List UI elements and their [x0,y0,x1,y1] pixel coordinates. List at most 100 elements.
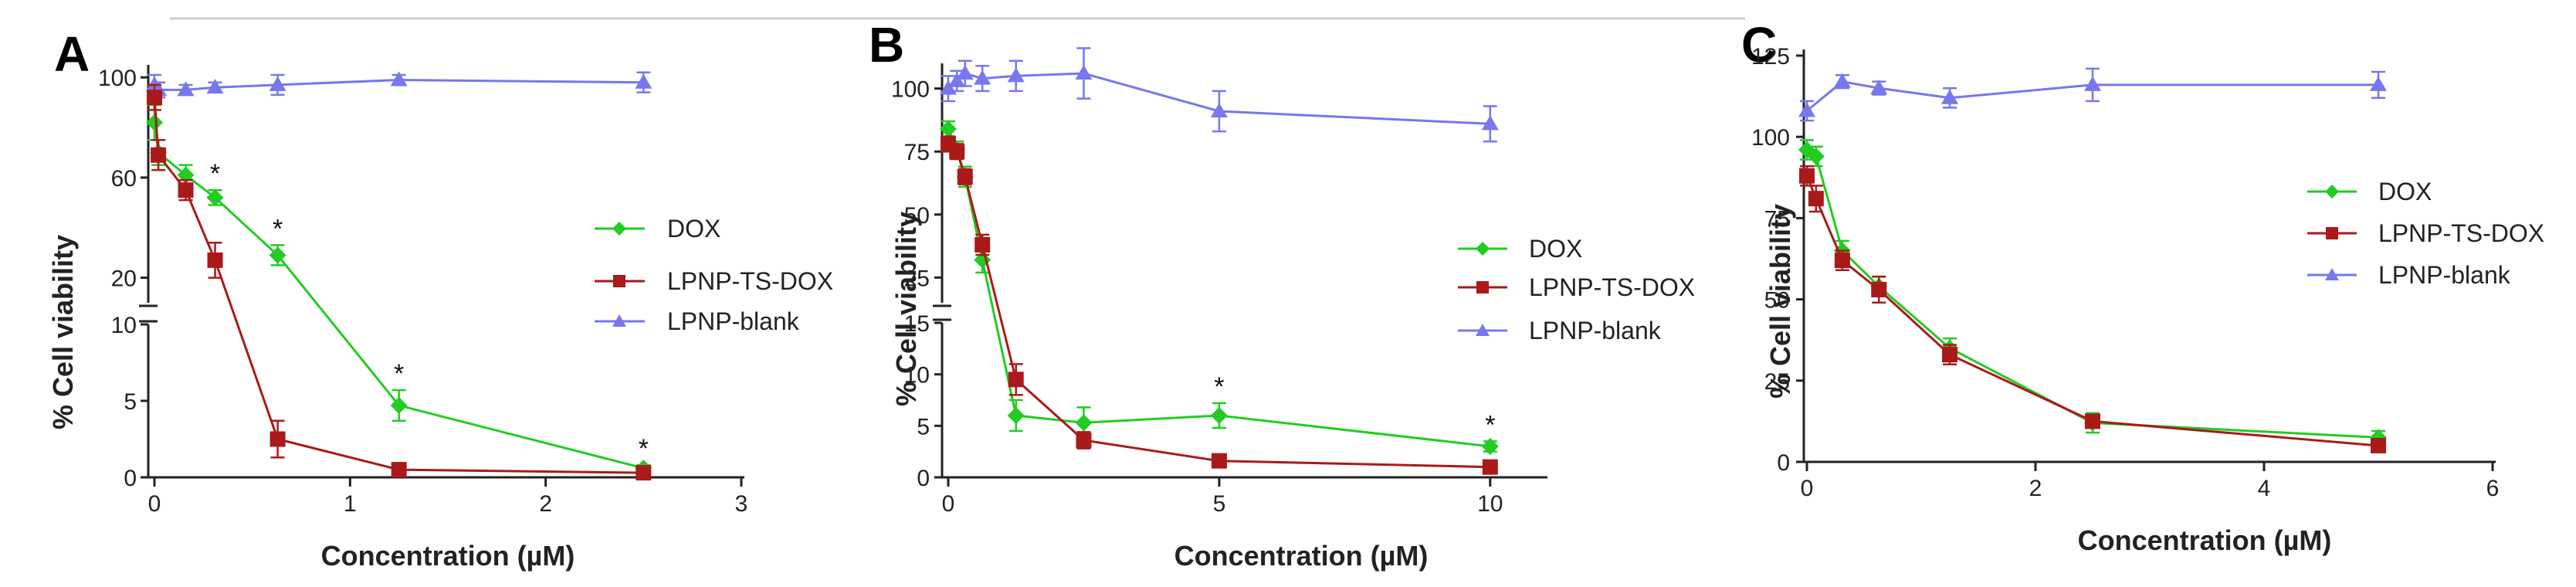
panel-c-series-lpnp-ts-dox-line [1805,175,2379,447]
panel-b-y-tick-label: 15 [904,311,930,337]
panel-b-series-lpnp-ts-dox-point [1008,372,1024,388]
panel-b-y-tick-label: 0 [917,466,930,491]
legend-lpnp-ts-dox-label: LPNP-TS-DOX [667,267,833,295]
panel-a-series-lpnp-blank-point [206,79,224,94]
panel-a-plot: 0 5 10 20 60 100 0 1 2 3 * * * * [98,65,747,517]
panel-a-y-tick-label: 0 [124,466,137,491]
panel-a-series-lpnp-ts-dox-point [147,90,162,106]
legend-lpnp-ts-dox-label: LPNP-TS-DOX [1529,273,1695,301]
panel-c-y-axis-label: % Cell viability [1764,204,1796,399]
panel-a-series-lpnp-blank-point [635,73,652,89]
panel-c-series-lpnp-blank-point [2084,76,2101,91]
panel-c-series-lpnp-ts-dox-point [2371,437,2386,453]
panel-a-y-tick-label: 5 [124,389,137,415]
panel-b-series-lpnp-ts-dox-point [974,236,991,253]
legend-lpnp-blank-marker [2325,268,2339,280]
panel-c-x-tick-label: 4 [2258,476,2271,501]
panel-a-series-lpnp-ts-dox-point [151,147,167,163]
panel-b-y-tick-label: 25 [904,266,930,291]
panel-c-series-lpnp-blank-point [1833,73,1851,88]
panel-b-series-dox-point [1481,438,1499,455]
panel-b-x-axis-label: Concentration (µM) [1174,540,1429,572]
panel-b-series-lpnp-blank-point [1007,67,1025,83]
panel-c-plot: 0 25 50 75 100 125 0 2 4 6 [1751,44,2499,501]
panel-b-series-lpnp-blank-point [1481,115,1499,131]
panel-c-series-dox-point [1807,148,1825,165]
panel-a-series-lpnp-ts-dox-point [178,182,194,198]
panel-b-series-lpnp-ts-dox-point [1211,453,1227,469]
panel-b-series-dox-point [940,120,957,137]
legend-dox-marker [2325,185,2339,198]
panel-b-series-lpnp-blank-point [956,65,974,80]
panel-c-x-tick-label: 2 [2029,476,2042,501]
legend-dox-label: DOX [667,215,720,243]
panel-a-label: A [54,26,90,82]
panel-a-y-axis-label: % Cell viability [47,235,79,429]
panel-a-x-axis-label: Concentration (µM) [321,540,575,572]
panel-a-series-dox-point [206,188,224,206]
panel-a-series-dox-point [146,114,163,131]
panel-c-y-tick-label: 50 [1764,288,1790,314]
panel-a-y-tick-label: 10 [111,313,137,338]
panel-a-y-tick-label: 100 [98,66,137,91]
panel-a-y-tick-label: 60 [111,166,137,192]
legend-lpnp-ts-dox-marker [613,275,625,287]
panel-c-series-dox-line [1806,148,2379,439]
panel-c-series-lpnp-ts-dox-point [1942,347,1957,363]
panel-a-series-lpnp-ts-dox-point [207,252,223,268]
panel-a-x-tick-label: 1 [344,491,357,517]
panel-a-series-lpnp-ts-dox-point [269,431,286,447]
panel-c-x-tick-label: 6 [2486,476,2500,501]
panel-c-x-tick-label: 0 [1801,476,1814,501]
panel-a-significance-star: * [273,214,283,243]
panel-c-series-lpnp-ts-dox-point [1871,281,1887,297]
panel-a-significance-star: * [394,359,404,389]
panel-b-label: B [869,17,904,73]
panel-c-series-lpnp-ts-dox-point [1799,168,1815,184]
panel-b-y-tick-label: 100 [891,77,930,103]
panel-c-y-tick-label: 125 [1751,44,1790,70]
panel-b-series-dox-point [1075,414,1093,432]
panel-b-y-tick-label: 50 [904,203,930,229]
legend-dox-marker [612,222,626,236]
panel-b-series-lpnp-ts-dox-point [957,168,973,185]
panel-a-y-tick-label: 20 [111,266,137,292]
panel-c-series-lpnp-ts-dox-point [1834,253,1850,269]
panel-b-legend: DOX LPNP-TS-DOX LPNP-blank [1458,235,1695,344]
panel-c-y-tick-label: 25 [1764,369,1790,395]
legend-lpnp-blank-marker [612,314,626,327]
panel-a-legend: DOX LPNP-TS-DOX LPNP-blank [595,215,833,335]
panel-b-series-lpnp-ts-dox-point [1482,459,1498,475]
panel-a-series-lpnp-blank-point [177,81,195,97]
legend-dox-label: DOX [2378,178,2432,205]
panel-b-x-tick-label: 0 [942,491,955,517]
panel-c-series-lpnp-ts-dox-point [2085,413,2100,429]
legend-dox-marker [1476,242,1490,256]
panel-a-series-lpnp-blank-point [390,71,408,87]
panel-a-series-dox-point [269,246,286,264]
panel-c-x-axis-label: Concentration (µM) [2078,524,2332,556]
legend-lpnp-blank-label: LPNP-blank [2378,261,2511,289]
legend-lpnp-blank-marker [1476,324,1490,336]
panel-b-series-lpnp-blank-point [940,80,957,95]
panel-a-x-tick-label: 2 [539,491,552,517]
panel-b-series-lpnp-blank-point [948,72,966,87]
panel-b-series-lpnp-ts-dox-point [949,144,965,160]
panel-a-series-lpnp-blank-point [269,76,286,91]
panel-b-y-tick-label: 5 [917,414,930,439]
panel-b-x-tick-label: 5 [1213,491,1226,517]
legend-lpnp-blank-label: LPNP-blank [1529,317,1662,344]
legend-lpnp-ts-dox-marker [2326,227,2338,239]
panel-c-y-tick-label: 0 [1777,450,1790,476]
panel-a-series-lpnp-ts-dox-point [391,462,407,478]
panel-c-series-lpnp-ts-dox-point [1808,191,1824,207]
panel-a-significance-star: * [639,434,649,463]
panel-b-series-lpnp-blank-point [974,70,991,85]
legend-dox-label: DOX [1529,235,1582,263]
panel-a-significance-star: * [210,159,220,188]
panel-b-x-tick-label: 10 [1477,491,1503,517]
panel-b-y-tick-label: 75 [904,140,930,165]
panel-a-x-tick-label: 0 [148,491,161,517]
